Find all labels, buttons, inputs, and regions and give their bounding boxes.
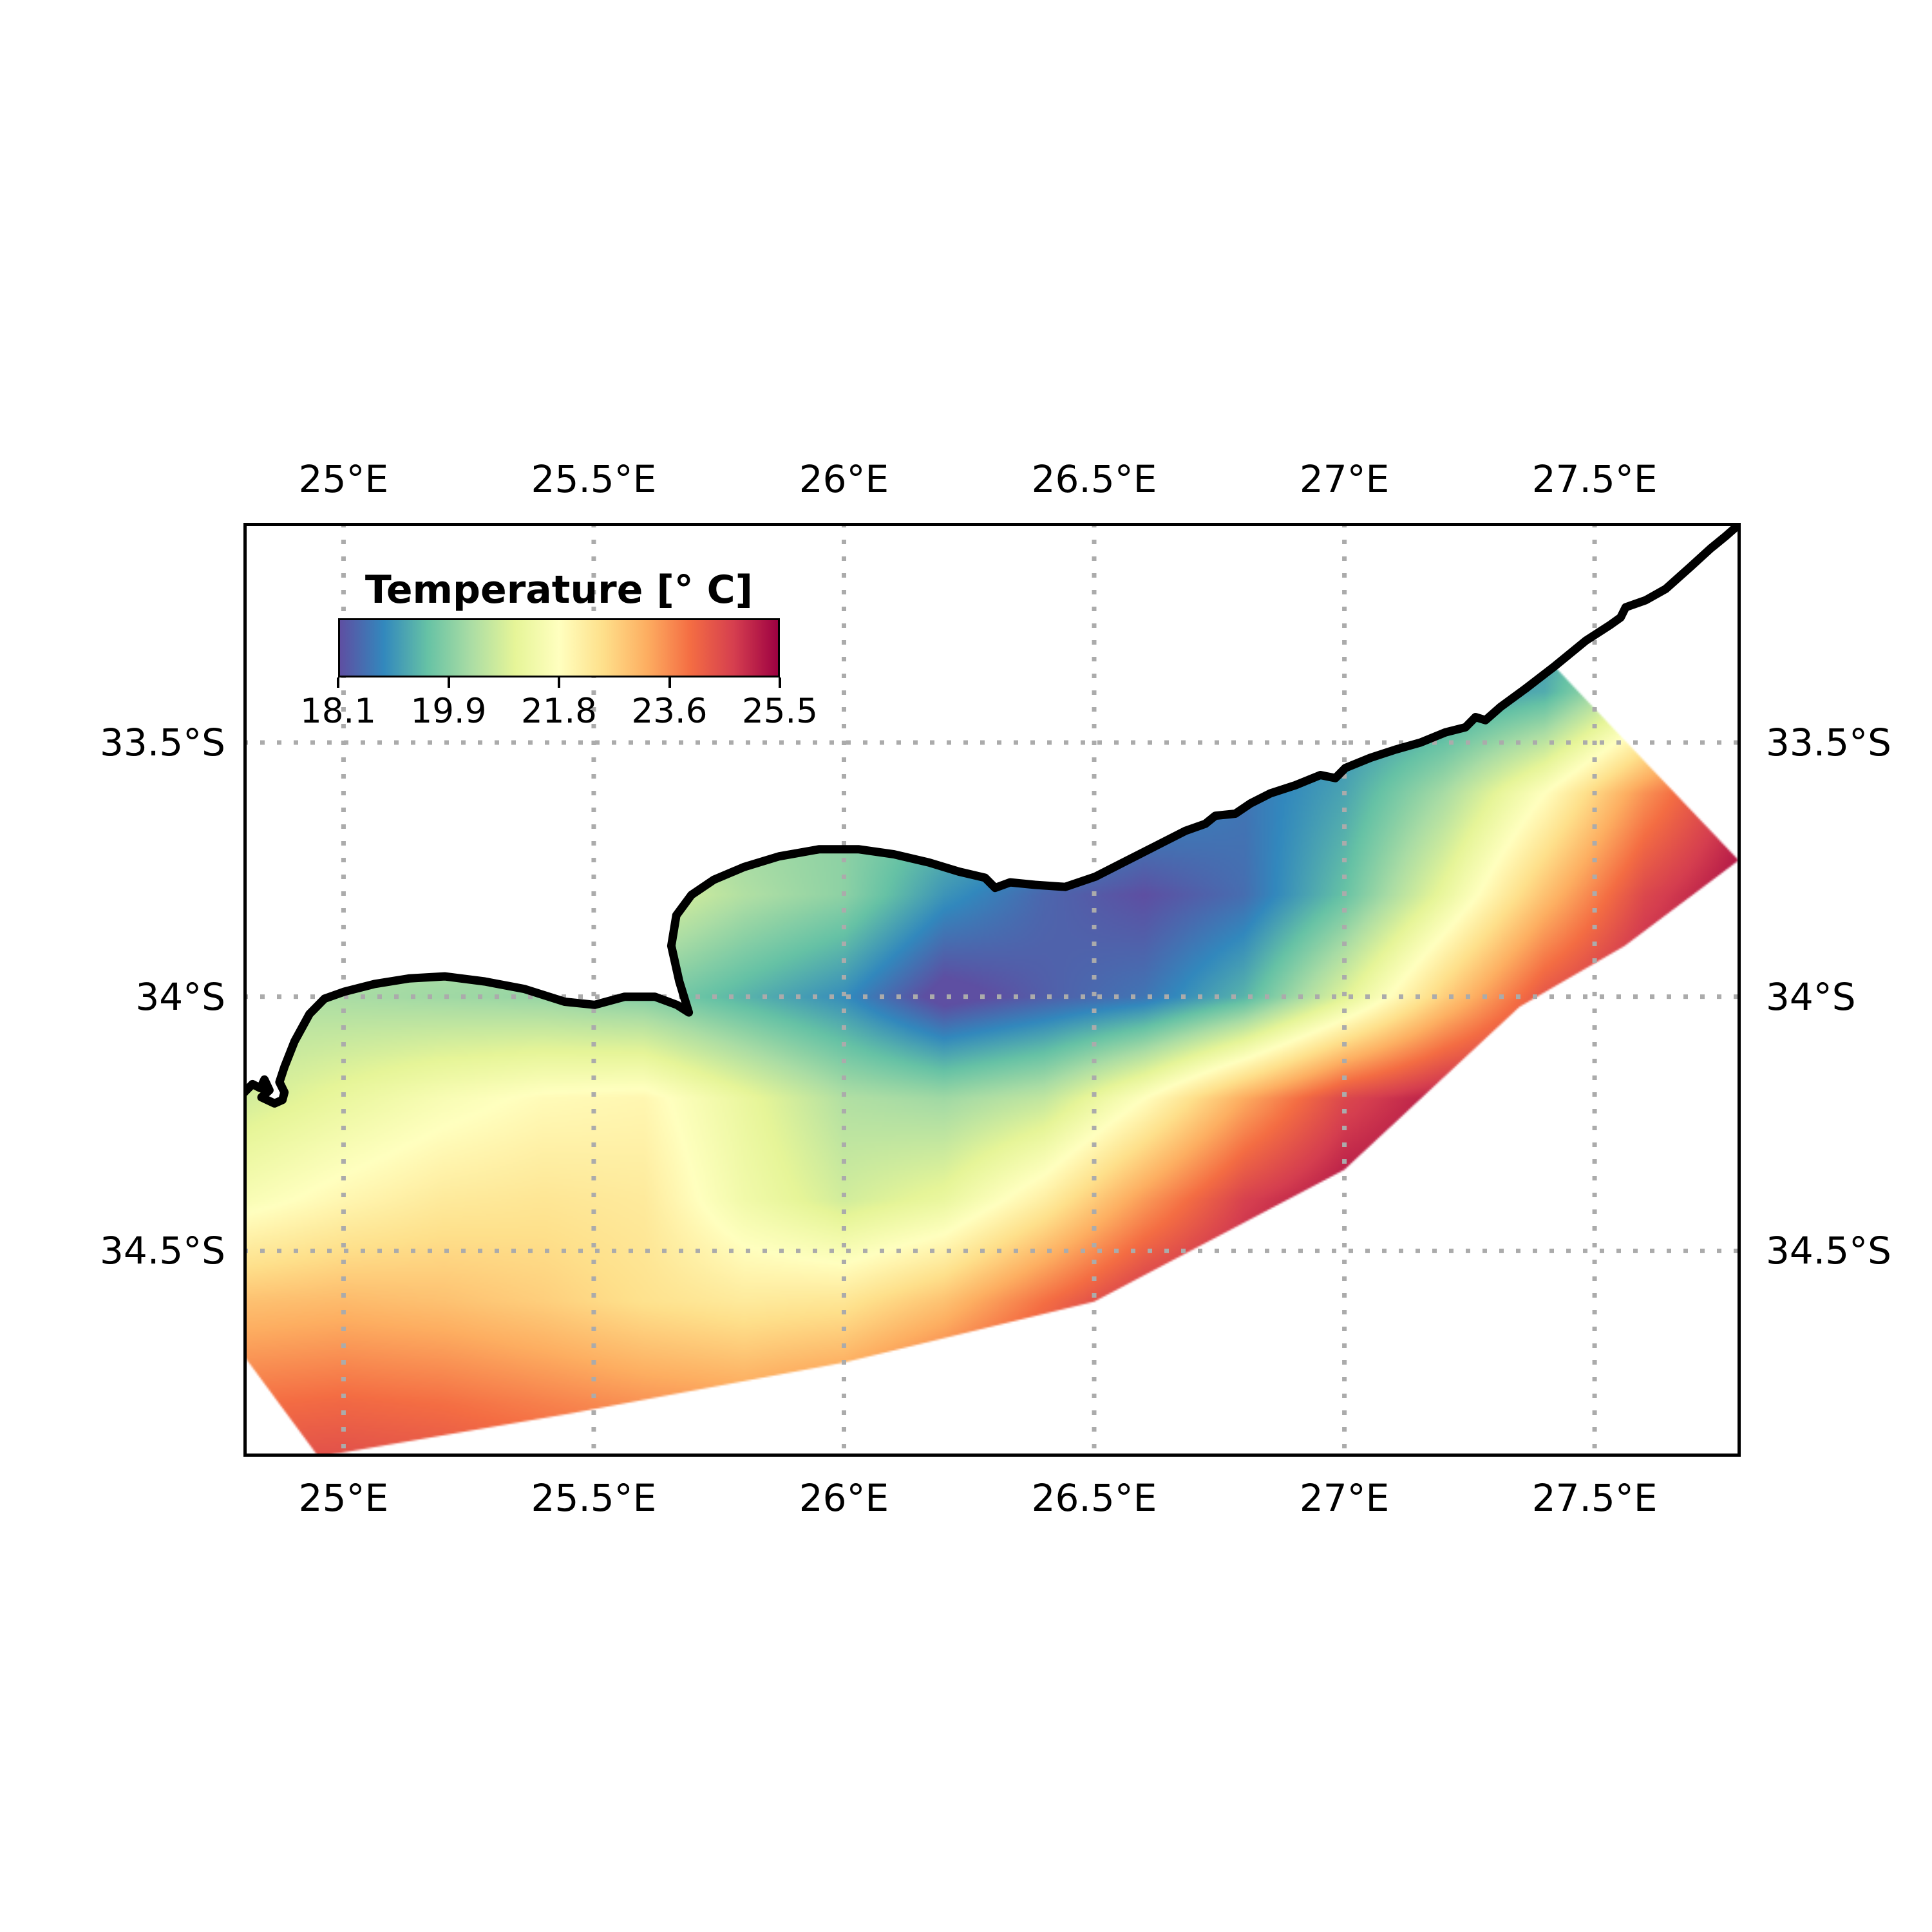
colorbar-tick — [668, 677, 671, 688]
axis-label-top-26.5: 26.5°E — [1031, 457, 1157, 501]
map-plot-area: Temperature [° C] 18.1 19.9 21.8 23.6 25.5 — [243, 523, 1741, 1457]
axis-label-bottom-26: 26°E — [799, 1476, 889, 1520]
axis-label-top-25: 25°E — [298, 457, 389, 501]
axis-label-right-33.5: 33.5°S — [1766, 720, 1891, 764]
colorbar-tick-label: 18.1 — [299, 692, 377, 731]
axis-label-right-34: 34°S — [1766, 974, 1856, 1019]
map-overlay-svg — [243, 523, 1741, 1457]
axis-label-left-34.5: 34.5°S — [100, 1229, 225, 1273]
axis-label-top-26: 26°E — [799, 457, 889, 501]
coastline-path — [243, 523, 1741, 1108]
axis-label-top-25.5: 25.5°E — [531, 457, 657, 501]
axis-label-bottom-25: 25°E — [298, 1476, 389, 1520]
axis-label-bottom-26.5: 26.5°E — [1031, 1476, 1157, 1520]
colorbar-gradient-bar — [338, 618, 780, 677]
colorbar-tick — [558, 677, 560, 688]
colorbar-tick — [337, 677, 339, 688]
axis-label-bottom-25.5: 25.5°E — [531, 1476, 657, 1520]
axis-label-top-27: 27°E — [1299, 457, 1390, 501]
colorbar: Temperature [° C] 18.1 19.9 21.8 23.6 25.5 — [300, 567, 818, 737]
axis-label-left-33.5: 33.5°S — [100, 720, 225, 764]
colorbar-tick — [779, 677, 781, 688]
colorbar-tick-label: 19.9 — [410, 692, 487, 731]
axis-label-bottom-27: 27°E — [1299, 1476, 1390, 1520]
colorbar-title: Temperature [° C] — [365, 567, 753, 612]
axes-border — [243, 523, 1741, 1457]
axis-label-right-34.5: 34.5°S — [1766, 1229, 1891, 1273]
colorbar-tick — [447, 677, 450, 688]
axis-label-top-27.5: 27.5°E — [1531, 457, 1658, 501]
axis-label-left-34: 34°S — [135, 974, 225, 1019]
colorbar-tick-label: 21.8 — [520, 692, 598, 731]
sst-heatmap-canvas — [243, 523, 1741, 1457]
axis-label-bottom-27.5: 27.5°E — [1531, 1476, 1658, 1520]
colorbar-tick-label: 23.6 — [631, 692, 708, 731]
colorbar-tick-label: 25.5 — [741, 692, 819, 731]
